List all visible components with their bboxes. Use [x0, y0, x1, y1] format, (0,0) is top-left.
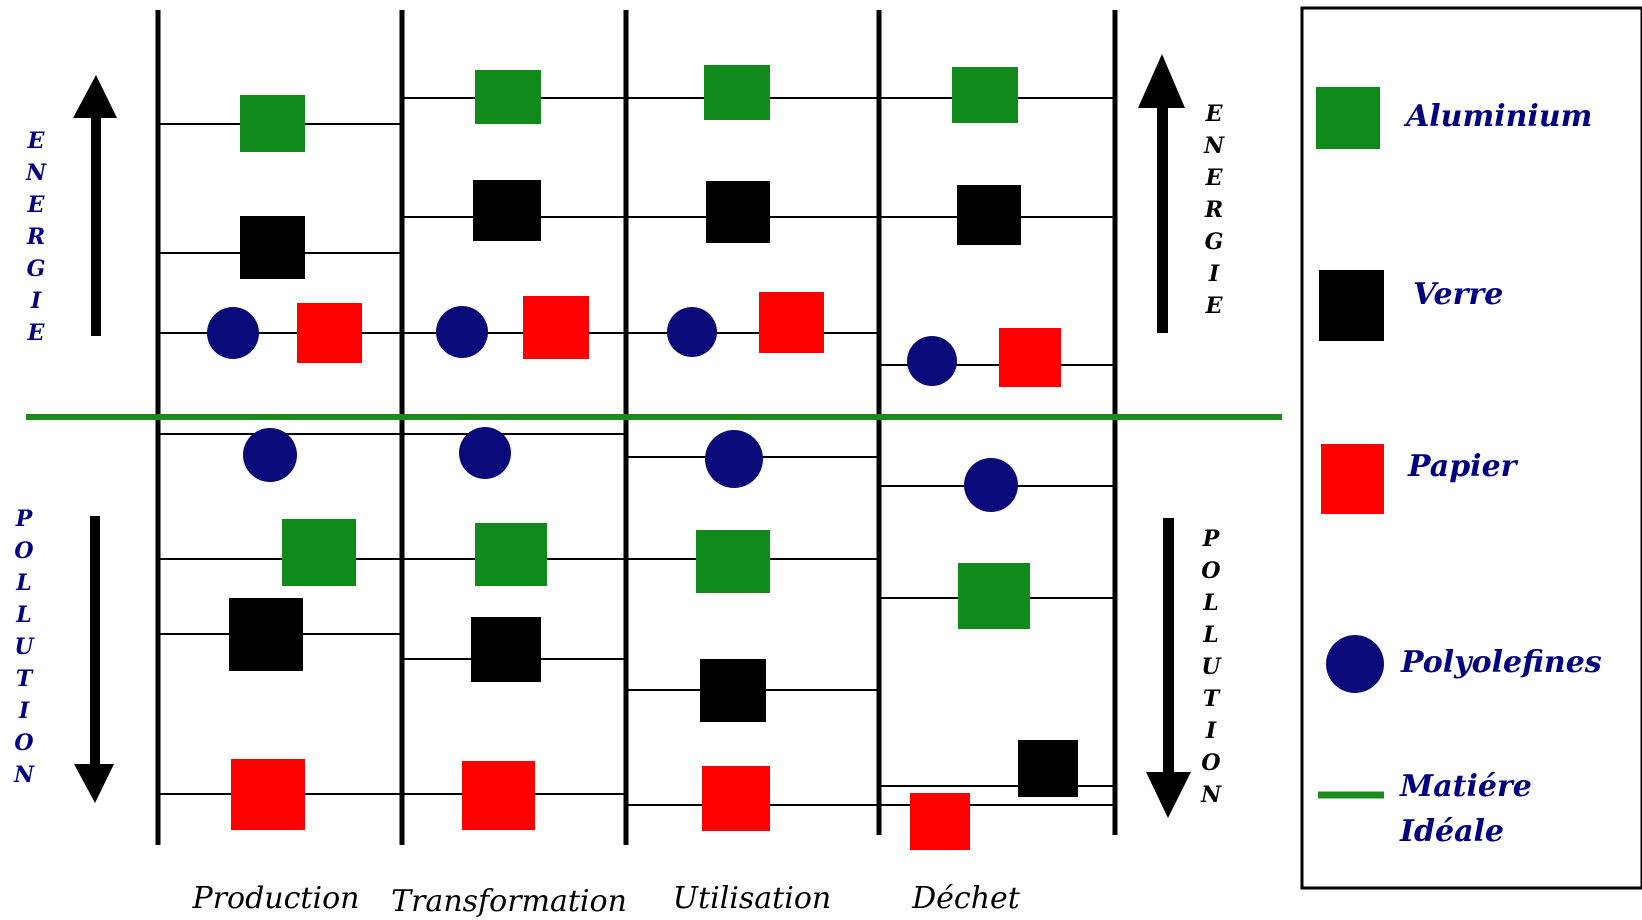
polyolefines-marker	[243, 428, 297, 482]
stage-label-dechet: Déchet	[911, 881, 1021, 916]
arrow-down-icon	[1146, 772, 1191, 818]
markers-utilisation	[667, 65, 824, 831]
pollution-letter: T	[16, 666, 34, 692]
arrow-down-icon	[74, 764, 114, 803]
legend-ideal-label-2: Idéale	[1399, 814, 1504, 849]
pollution-letter: O	[14, 730, 33, 756]
legend-ideal-label-1: Matiére	[1399, 769, 1532, 804]
legend-aluminium-label: Aluminium	[1403, 99, 1592, 134]
pollution-label-right: P O L L U T I O N	[1200, 526, 1222, 808]
aluminium-marker	[475, 70, 541, 124]
pollution-label-left: P O L L U T I O N	[13, 506, 35, 788]
pollution-letter: L	[15, 602, 31, 628]
energie-letter: R	[1204, 197, 1223, 223]
energie-arrow-right-shaft	[1157, 100, 1168, 333]
stage-label-production: Production	[192, 881, 360, 916]
papier-marker	[523, 296, 589, 359]
pollution-letter: O	[1201, 750, 1220, 776]
energie-letter: E	[1205, 165, 1224, 191]
pollution-letter: U	[14, 634, 35, 660]
energie-letter: I	[1208, 261, 1220, 287]
polyolefines-marker	[907, 336, 957, 386]
energie-letter: N	[1203, 133, 1225, 159]
aluminium-marker	[704, 65, 770, 120]
verre-marker	[700, 659, 766, 722]
pollution-arrow-right-shaft	[1163, 518, 1174, 776]
energie-letter: G	[27, 256, 46, 282]
aluminium-marker	[952, 67, 1018, 123]
legend-papier-swatch	[1321, 444, 1384, 514]
pollution-letter: L	[1202, 622, 1218, 648]
polyolefines-marker	[964, 458, 1018, 512]
polyolefines-marker	[207, 307, 259, 359]
energie-arrow-left-shaft	[91, 110, 101, 336]
energie-letter: R	[26, 224, 45, 250]
legend-verre-label: Verre	[1413, 277, 1503, 312]
verre-marker	[240, 216, 305, 279]
papier-marker	[999, 328, 1061, 387]
polyolefines-marker	[667, 307, 717, 357]
legend-papier-label: Papier	[1407, 449, 1519, 484]
pollution-letter: P	[1202, 526, 1221, 552]
energie-letter: N	[25, 160, 47, 186]
legend-verre-swatch	[1319, 270, 1384, 341]
pollution-letter: T	[1203, 686, 1221, 712]
energie-letter: I	[30, 288, 42, 314]
stage-label-utilisation: Utilisation	[673, 881, 831, 916]
pollution-letter: N	[1200, 782, 1222, 808]
pollution-letter: L	[15, 570, 31, 596]
legend-aluminium-swatch	[1316, 87, 1380, 149]
pollution-letter: U	[1201, 654, 1222, 680]
stage-label-transformation: Transformation	[391, 884, 627, 919]
verre-marker	[957, 185, 1021, 245]
verre-marker	[1018, 740, 1078, 797]
legend: Aluminium Verre Papier Polyolefines Mati…	[1302, 8, 1642, 888]
aluminium-marker	[282, 519, 356, 586]
aluminium-marker	[696, 530, 770, 593]
verre-marker	[229, 598, 303, 671]
markers-dechet	[907, 67, 1078, 850]
energie-letter: E	[1205, 101, 1224, 127]
aluminium-marker	[475, 523, 547, 586]
polyolefines-marker	[436, 306, 488, 358]
papier-marker	[702, 766, 770, 831]
pollution-letter: I	[18, 698, 30, 724]
energie-label-left: E N E R G I E	[25, 128, 47, 346]
arrow-up-icon	[1138, 54, 1185, 108]
energie-label-right: E N E R G I E	[1203, 101, 1225, 319]
verre-marker	[706, 181, 770, 243]
markers-production	[207, 95, 362, 830]
papier-marker	[910, 793, 970, 850]
verre-marker	[471, 617, 541, 682]
aluminium-marker	[240, 95, 305, 152]
aluminium-marker	[958, 563, 1030, 629]
papier-marker	[462, 761, 535, 830]
stage-labels: Production Transformation Utilisation Dé…	[192, 881, 1021, 919]
energie-letter: E	[1205, 293, 1224, 319]
legend-polyolefines-label: Polyolefines	[1400, 645, 1602, 680]
markers-transformation	[436, 70, 589, 830]
legend-polyolefines-swatch	[1326, 635, 1384, 693]
polyolefines-marker	[459, 427, 511, 479]
polyolefines-marker	[705, 430, 763, 488]
energie-letter: E	[27, 320, 46, 346]
papier-marker	[231, 759, 305, 830]
energie-letter: E	[27, 128, 46, 154]
pollution-letter: P	[15, 506, 34, 532]
papier-marker	[759, 292, 824, 353]
pollution-arrow-left-shaft	[90, 516, 100, 766]
arrow-up-icon	[73, 75, 117, 118]
arrows	[73, 54, 1191, 818]
pollution-letter: O	[1201, 558, 1220, 584]
papier-marker	[297, 303, 362, 363]
energie-letter: G	[1205, 229, 1224, 255]
pollution-letter: I	[1205, 718, 1217, 744]
pollution-letter: N	[13, 762, 35, 788]
pollution-letter: O	[14, 538, 33, 564]
pollution-letter: L	[1202, 590, 1218, 616]
energie-letter: E	[27, 192, 46, 218]
verre-marker	[473, 180, 541, 241]
